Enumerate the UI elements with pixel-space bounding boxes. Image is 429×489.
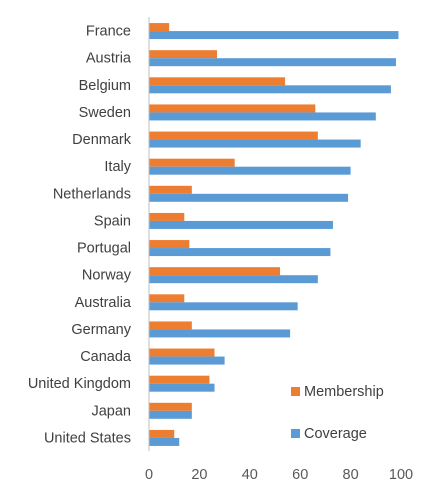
x-axis-ticks: 0 20 40 60 80 100 (145, 467, 413, 483)
bars-group (149, 23, 399, 446)
legend-label-membership: Membership (304, 384, 384, 400)
category-label-japan: Japan (91, 403, 131, 419)
bar-coverage-italy (149, 166, 351, 175)
bar-coverage-united-kingdom (149, 383, 215, 392)
category-label-australia: Australia (75, 295, 132, 311)
x-tick-label-20: 20 (191, 467, 207, 483)
bar-coverage-portugal (149, 248, 331, 257)
bar-coverage-germany (149, 329, 291, 338)
bar-membership-japan (149, 402, 192, 411)
x-tick-label-0: 0 (145, 467, 153, 483)
category-label-spain: Spain (94, 213, 131, 229)
bar-membership-belgium (149, 77, 286, 86)
bar-membership-united-states (149, 429, 175, 438)
bar-coverage-austria (149, 58, 396, 67)
category-label-canada: Canada (80, 349, 132, 365)
category-label-italy: Italy (104, 159, 131, 175)
legend-label-coverage: Coverage (304, 426, 367, 442)
category-label-united-kingdom: United Kingdom (28, 376, 131, 392)
category-label-denmark: Denmark (72, 132, 132, 148)
legend-swatch-membership (291, 387, 300, 396)
bar-membership-sweden (149, 104, 316, 113)
category-label-germany: Germany (71, 322, 131, 338)
category-label-norway: Norway (82, 268, 132, 284)
bar-membership-australia (149, 294, 185, 303)
bar-membership-germany (149, 321, 192, 330)
bar-coverage-japan (149, 410, 192, 419)
category-label-austria: Austria (86, 51, 132, 67)
x-tick-label-60: 60 (292, 467, 308, 483)
category-label-netherlands: Netherlands (53, 186, 131, 202)
legend-swatch-coverage (291, 429, 300, 438)
bar-membership-united-kingdom (149, 375, 210, 384)
bar-coverage-denmark (149, 139, 361, 148)
bar-coverage-belgium (149, 85, 391, 94)
bar-coverage-canada (149, 356, 225, 365)
bar-membership-portugal (149, 240, 190, 249)
x-tick-label-80: 80 (343, 467, 359, 483)
bar-membership-spain (149, 212, 185, 221)
bar-membership-norway (149, 267, 281, 276)
bar-membership-canada (149, 348, 215, 357)
category-labels: France Austria Belgium Sweden Denmark Italy Ne… (28, 24, 132, 447)
bar-coverage-norway (149, 275, 318, 284)
bar-coverage-france (149, 31, 399, 40)
bar-membership-austria (149, 50, 218, 59)
bar-membership-france (149, 23, 170, 32)
category-label-portugal: Portugal (77, 241, 131, 257)
bar-membership-denmark (149, 131, 318, 140)
x-tick-label-100: 100 (389, 467, 413, 483)
category-label-sweden: Sweden (79, 105, 131, 121)
bar-coverage-sweden (149, 112, 376, 121)
category-label-france: France (86, 24, 131, 40)
bar-coverage-spain (149, 220, 333, 229)
bar-coverage-united-states (149, 437, 180, 446)
legend: Membership Coverage (291, 384, 384, 442)
x-tick-label-40: 40 (242, 467, 258, 483)
bar-coverage-australia (149, 302, 298, 311)
category-label-united-states: United States (44, 430, 131, 446)
bar-membership-netherlands (149, 185, 192, 194)
bar-coverage-netherlands (149, 193, 349, 202)
category-label-belgium: Belgium (79, 78, 131, 94)
bar-membership-italy (149, 158, 235, 167)
